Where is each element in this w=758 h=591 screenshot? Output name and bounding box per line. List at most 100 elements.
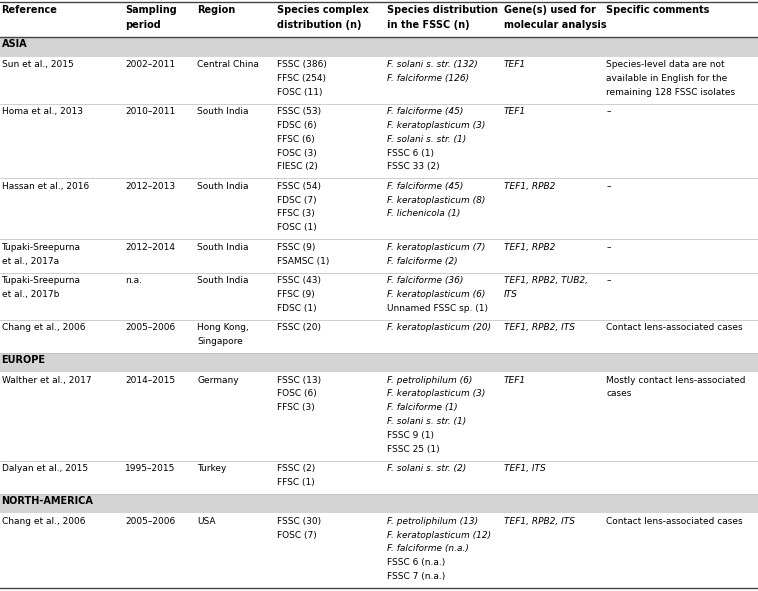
Text: FFSC (254): FFSC (254) [277,74,326,83]
Bar [0,514,758,588]
Bar [0,239,758,272]
Text: NORTH-AMERICA: NORTH-AMERICA [2,496,93,506]
Text: F. falciforme (1): F. falciforme (1) [387,403,457,413]
Text: F. petroliphilum (13): F. petroliphilum (13) [387,517,478,526]
Text: TEF1: TEF1 [504,376,526,385]
Text: FDSC (6): FDSC (6) [277,121,316,130]
Text: 2012–2014: 2012–2014 [125,243,175,252]
Text: FSSC (53): FSSC (53) [277,107,321,116]
Bar [0,37,758,57]
Text: F. falciforme (36): F. falciforme (36) [387,276,463,285]
Bar [0,104,758,178]
Text: Gene(s) used for: Gene(s) used for [504,5,596,15]
Text: FIESC (2): FIESC (2) [277,163,318,171]
Text: Contact lens-associated cases: Contact lens-associated cases [606,517,743,526]
Text: F. solani s. str. (1): F. solani s. str. (1) [387,135,466,144]
Text: available in English for the: available in English for the [606,74,728,83]
Text: 2012–2013: 2012–2013 [125,182,175,191]
Text: F. keratoplasticum (12): F. keratoplasticum (12) [387,531,490,540]
Text: USA: USA [197,517,215,526]
Text: FFSC (3): FFSC (3) [277,209,315,219]
Bar [0,272,758,320]
Text: F. solani s. str. (2): F. solani s. str. (2) [387,464,466,473]
Text: Central China: Central China [197,60,259,69]
Text: cases: cases [606,389,631,398]
Text: –: – [606,182,611,191]
Text: Species complex: Species complex [277,5,368,15]
Bar [0,2,758,37]
Text: et al., 2017b: et al., 2017b [2,290,59,299]
Bar [0,372,758,461]
Text: Hong Kong,: Hong Kong, [197,323,249,332]
Text: Sun et al., 2015: Sun et al., 2015 [2,60,74,69]
Text: et al., 2017a: et al., 2017a [2,256,58,265]
Text: Mostly contact lens-associated: Mostly contact lens-associated [606,376,746,385]
Text: Chang et al., 2006: Chang et al., 2006 [2,517,85,526]
Text: F. solani s. str. (132): F. solani s. str. (132) [387,60,478,69]
Text: TEF1, ITS: TEF1, ITS [504,464,546,473]
Text: F. falciforme (45): F. falciforme (45) [387,107,463,116]
Text: Tupaki-Sreepurna: Tupaki-Sreepurna [2,243,80,252]
Text: remaining 128 FSSC isolates: remaining 128 FSSC isolates [606,87,735,97]
Text: FSSC 25 (1): FSSC 25 (1) [387,444,439,454]
Bar [0,320,758,353]
Text: FSSC (13): FSSC (13) [277,376,321,385]
Text: Species distribution: Species distribution [387,5,497,15]
Text: 1995–2015: 1995–2015 [125,464,175,473]
Text: FSSC 33 (2): FSSC 33 (2) [387,163,439,171]
Text: F. keratoplasticum (7): F. keratoplasticum (7) [387,243,485,252]
Bar [0,494,758,514]
Text: FSSC (20): FSSC (20) [277,323,321,332]
Text: F. keratoplasticum (3): F. keratoplasticum (3) [387,121,485,130]
Text: –: – [606,276,611,285]
Text: TEF1, RPB2: TEF1, RPB2 [504,182,556,191]
Text: –: – [606,243,611,252]
Text: TEF1, RPB2: TEF1, RPB2 [504,243,556,252]
Text: Unnamed FSSC sp. (1): Unnamed FSSC sp. (1) [387,304,487,313]
Bar [0,461,758,494]
Text: Walther et al., 2017: Walther et al., 2017 [2,376,91,385]
Text: FFSC (6): FFSC (6) [277,135,315,144]
Text: n.a.: n.a. [125,276,142,285]
Text: Singapore: Singapore [197,337,243,346]
Text: EUROPE: EUROPE [2,355,45,365]
Text: FFSC (9): FFSC (9) [277,290,315,299]
Text: FSSC 6 (n.a.): FSSC 6 (n.a.) [387,558,445,567]
Text: FSSC (386): FSSC (386) [277,60,327,69]
Text: Germany: Germany [197,376,239,385]
Text: F. keratoplasticum (20): F. keratoplasticum (20) [387,323,490,332]
Text: FOSC (3): FOSC (3) [277,148,316,158]
Text: Homa et al., 2013: Homa et al., 2013 [2,107,83,116]
Text: in the FSSC (n): in the FSSC (n) [387,20,469,30]
Text: Reference: Reference [2,5,58,15]
Text: FSSC 6 (1): FSSC 6 (1) [387,148,434,158]
Text: molecular analysis: molecular analysis [504,20,606,30]
Bar [0,57,758,104]
Text: Hassan et al., 2016: Hassan et al., 2016 [2,182,89,191]
Text: F. keratoplasticum (8): F. keratoplasticum (8) [387,196,485,204]
Text: South India: South India [197,107,249,116]
Text: distribution (n): distribution (n) [277,20,361,30]
Text: period: period [125,20,161,30]
Text: F. falciforme (45): F. falciforme (45) [387,182,463,191]
Text: South India: South India [197,276,249,285]
Text: FSAMSC (1): FSAMSC (1) [277,256,329,265]
Text: 2005–2006: 2005–2006 [125,517,175,526]
Text: Species-level data are not: Species-level data are not [606,60,725,69]
Text: FOSC (7): FOSC (7) [277,531,316,540]
Text: ASIA: ASIA [2,39,27,49]
Text: 2002–2011: 2002–2011 [125,60,175,69]
Text: F. keratoplasticum (6): F. keratoplasticum (6) [387,290,485,299]
Text: Turkey: Turkey [197,464,227,473]
Text: Region: Region [197,5,235,15]
Text: TEF1: TEF1 [504,107,526,116]
Text: FOSC (6): FOSC (6) [277,389,316,398]
Text: –: – [606,107,611,116]
Text: TEF1, RPB2, ITS: TEF1, RPB2, ITS [504,323,575,332]
Text: F. keratoplasticum (3): F. keratoplasticum (3) [387,389,485,398]
Text: F. solani s. str. (1): F. solani s. str. (1) [387,417,466,426]
Text: FOSC (1): FOSC (1) [277,223,316,232]
Text: South India: South India [197,182,249,191]
Text: Contact lens-associated cases: Contact lens-associated cases [606,323,743,332]
Text: F. petroliphilum (6): F. petroliphilum (6) [387,376,472,385]
